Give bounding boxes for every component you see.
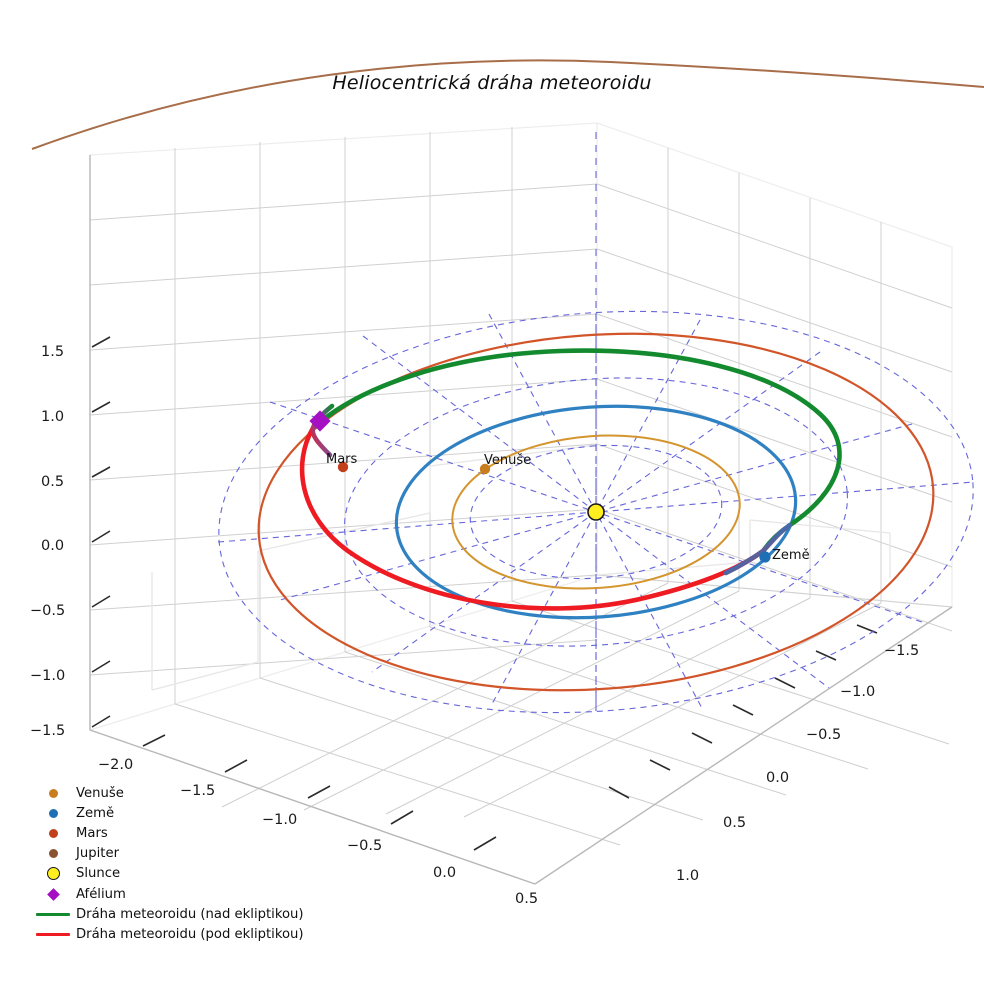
legend-dot-swatch xyxy=(30,867,76,881)
legend-marker-glyph xyxy=(46,867,60,881)
legend: Venuše Země Mars Jupiter Slunce Afélium Dráha … xyxy=(30,783,330,945)
tick-label-z-left-5: −1.0 xyxy=(30,668,66,684)
legend-item-label: Venuše xyxy=(76,785,124,801)
legend-marker-glyph xyxy=(48,828,58,838)
tick-label-x-bottom-2: −1.0 xyxy=(262,812,298,828)
aphelion-marker xyxy=(309,410,331,432)
tick-label-x-bottom-3: −0.5 xyxy=(347,838,383,854)
grid-floor xyxy=(174,582,950,846)
tick-label-y-right-4: 0.5 xyxy=(723,815,747,831)
axes-panes xyxy=(88,122,954,885)
tick-label-z-left-0: 1.5 xyxy=(41,344,65,360)
legend-item[interactable]: Venuše xyxy=(30,783,330,803)
legend-marker-glyph xyxy=(48,788,58,798)
tick-label-z-left-4: −0.5 xyxy=(30,603,66,619)
orbit-earth xyxy=(394,404,798,620)
legend-item[interactable]: Mars xyxy=(30,823,330,843)
tick-label-y-right-1: −1.0 xyxy=(840,684,876,700)
tick-label-x-bottom-6: 1.0 xyxy=(676,868,700,884)
orbit-mars xyxy=(257,332,935,692)
orbit-venus xyxy=(451,434,741,590)
legend-marker-glyph xyxy=(36,933,70,936)
legend-dot-swatch xyxy=(30,849,76,859)
legend-dot-swatch xyxy=(30,808,76,818)
tick-label-x-bottom-4: 0.0 xyxy=(433,865,457,881)
tick-label-y-right-2: −0.5 xyxy=(806,727,842,743)
tick-label-z-left-6: −1.5 xyxy=(30,723,66,739)
meteoroid-node-aphelion xyxy=(310,403,335,458)
legend-dot-swatch xyxy=(30,788,76,798)
legend-item-label: Jupiter xyxy=(76,846,119,862)
legend-item-label: Dráha meteoroidu (nad ekliptikou) xyxy=(76,906,304,922)
legend-item[interactable]: Dráha meteoroidu (pod ekliptikou) xyxy=(30,924,330,944)
tick-label-x-bottom-1: −1.5 xyxy=(180,783,216,799)
page-title: Heliocentrická dráha meteoroidu xyxy=(332,72,652,94)
tick-label-z-left-2: 0.5 xyxy=(41,474,65,490)
point-label-venue: Venuše xyxy=(484,453,532,468)
tick-label-y-right-3: 0.0 xyxy=(766,770,790,786)
legend-item-label: Afélium xyxy=(76,886,126,902)
axis-ticks xyxy=(91,336,878,851)
tick-label-x-bottom-0: −2.0 xyxy=(98,757,134,773)
venus-marker xyxy=(479,463,491,475)
legend-marker-glyph xyxy=(46,887,60,901)
tick-label-y-right-0: −1.5 xyxy=(884,643,920,659)
sun-marker xyxy=(587,503,605,521)
body-markers xyxy=(309,410,771,563)
point-label-zem: Země xyxy=(772,548,810,563)
tick-label-z-left-3: 0.0 xyxy=(41,538,65,554)
legend-item-label: Mars xyxy=(76,825,108,841)
legend-item-label: Dráha meteoroidu (pod ekliptikou) xyxy=(76,926,304,942)
diamond-icon xyxy=(30,887,76,901)
axis-spines xyxy=(89,155,953,885)
legend-marker-glyph xyxy=(48,808,58,818)
legend-item[interactable]: Dráha meteoroidu (nad ekliptikou) xyxy=(30,904,330,924)
legend-marker-glyph xyxy=(36,912,70,916)
legend-item[interactable]: Země xyxy=(30,803,330,823)
orbit-jupiter xyxy=(31,59,984,150)
legend-dot-swatch xyxy=(30,828,76,838)
legend-item[interactable]: Slunce xyxy=(30,864,330,884)
legend-item-label: Země xyxy=(76,805,115,821)
meteoroid-orbit-below-ecliptic xyxy=(299,425,766,611)
mars-marker xyxy=(337,461,349,473)
legend-item-label: Slunce xyxy=(76,866,121,882)
tick-label-x-bottom-5: 0.5 xyxy=(515,891,539,907)
earth-marker xyxy=(759,551,771,563)
point-label-mars: Mars xyxy=(326,452,358,467)
tick-label-z-left-1: 1.0 xyxy=(41,409,65,425)
legend-line-swatch xyxy=(30,912,76,916)
legend-item[interactable]: Afélium xyxy=(30,884,330,904)
meteoroid-node-descending xyxy=(723,522,793,576)
legend-marker-glyph xyxy=(48,849,58,859)
legend-line-swatch xyxy=(30,933,76,936)
legend-item[interactable]: Jupiter xyxy=(30,844,330,864)
